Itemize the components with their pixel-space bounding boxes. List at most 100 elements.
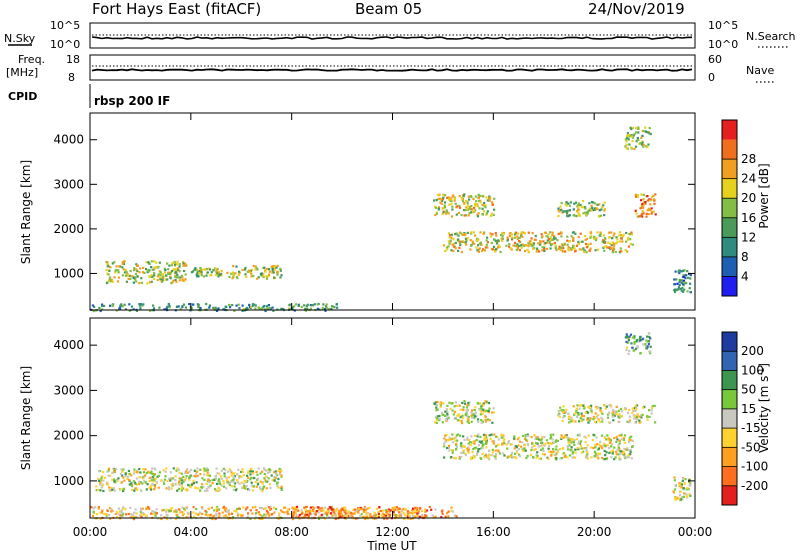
colorbar-tick-label: -200 [741, 479, 768, 493]
cpid-label: CPID [8, 90, 37, 103]
xtick-label: 04:00 [174, 525, 209, 539]
cpid-value: rbsp 200 IF [94, 94, 170, 108]
scatter-cluster-1 [105, 260, 188, 285]
velocity-scatter [90, 332, 692, 521]
ytick-label: 3000 [53, 177, 84, 191]
scatter-cluster-3 [226, 264, 283, 280]
power-colorbar: 4 8 12 16 20 24 28 [721, 119, 756, 297]
scatter-cluster-7 [672, 476, 692, 502]
scatter-cluster-6 [557, 199, 606, 218]
freq-right-label: Nave [746, 64, 774, 77]
scatter-cluster-1 [291, 505, 458, 521]
xtick-label: 20:00 [577, 525, 612, 539]
scatter-cluster-3 [432, 400, 496, 425]
time-axis-label: Time UT [366, 539, 417, 553]
colorbar-tick-label: -100 [741, 460, 768, 474]
scatter-cluster-5 [443, 231, 634, 254]
noise-left-label: N.Sky [4, 32, 36, 45]
noise-right-label: N.Search [746, 30, 796, 43]
velocity-ylabel: Slant Range [km] [19, 366, 33, 470]
ytick-label: 3000 [53, 383, 84, 397]
ytick-label: 2000 [53, 429, 84, 443]
colorbar-swatch [722, 217, 737, 238]
colorbar-swatch [722, 120, 737, 140]
colorbar-frame [721, 331, 738, 506]
colorbar-swatch [722, 237, 737, 257]
scatter-cluster-4 [443, 433, 634, 461]
freq-left-label-1: Freq. [18, 53, 45, 66]
colorbar-swatch [722, 332, 737, 352]
noise-left-tick-bottom: 10^0 [50, 38, 80, 51]
colorbar-tick-label: 12 [741, 230, 756, 244]
scatter-cluster-4 [433, 193, 496, 218]
power-scatter [90, 126, 692, 313]
colorbar-tick-label: 50 [741, 383, 756, 397]
scatter-cluster-6 [624, 332, 652, 355]
scatter-cluster-8 [624, 126, 652, 150]
noise-left-tick-top: 10^5 [50, 19, 80, 32]
noise-right-tick-top: 10^5 [708, 19, 738, 32]
colorbar-swatch [722, 159, 737, 179]
freq-left-tick-top: 18 [66, 53, 80, 66]
date-title: 24/Nov/2019 [588, 0, 685, 18]
noise-right-tick-bottom: 10^0 [708, 38, 738, 51]
colorbar-tick-label: 100 [741, 363, 764, 377]
xtick-label: 08:00 [274, 525, 309, 539]
ytick-label: 1000 [53, 474, 84, 488]
noise-strip-frame [89, 22, 696, 49]
scatter-cluster-0 [90, 302, 339, 313]
xtick-label: 00:00 [678, 525, 713, 539]
colorbar-tick-label: 24 [741, 172, 756, 186]
velocity-axis: 1000 2000 3000 4000 [53, 338, 695, 488]
colorbar-swatch [722, 408, 737, 429]
colorbar-swatch [722, 139, 737, 160]
power-ylabel: Slant Range [km] [19, 160, 33, 264]
colorbar-swatch [722, 370, 737, 390]
colorbar-swatch [722, 485, 737, 505]
scatter-cluster-7 [634, 193, 657, 218]
colorbar-swatch [722, 178, 737, 199]
time-axis: 00:00 04:00 08:00 12:00 16:00 20:00 00:00 [73, 113, 713, 539]
power-axis: 1000 2000 3000 4000 [53, 133, 695, 280]
noise-sky-series [91, 36, 693, 40]
scatter-cluster-2 [95, 467, 283, 493]
scatter-cluster-5 [557, 404, 657, 424]
colorbar-tick-label: 15 [741, 402, 756, 416]
colorbar-swatch [722, 351, 737, 371]
colorbar-tick-label: 200 [741, 344, 764, 358]
colorbar-frame [721, 119, 738, 297]
colorbar-swatch [722, 198, 737, 218]
freq-right-tick-bottom: 0 [708, 71, 715, 84]
colorbar-tick-label: 4 [741, 269, 749, 283]
colorbar-swatch [722, 256, 737, 277]
station-title: Fort Hays East (fitACF) [92, 0, 261, 18]
colorbar-swatch [722, 276, 737, 296]
ytick-label: 2000 [53, 222, 84, 236]
beam-title: Beam 05 [355, 0, 422, 18]
freq-strip-frame [89, 54, 696, 81]
ytick-label: 4000 [53, 338, 84, 352]
colorbar-tick-label: 28 [741, 152, 756, 166]
colorbar-tick-label: 20 [741, 191, 756, 205]
colorbar-swatch [722, 428, 737, 448]
colorbar-tick-label: 8 [741, 250, 749, 264]
colorbar-tick-label: 16 [741, 211, 756, 225]
power-colorbar-label: Power [dB] [757, 163, 771, 228]
freq-right-tick-top: 60 [708, 53, 722, 66]
freq-left-label-2: [MHz] [6, 66, 38, 79]
colorbar-swatch [722, 447, 737, 467]
colorbar-tick-label: -15 [741, 421, 761, 435]
colorbar-swatch [722, 466, 737, 486]
scatter-cluster-2 [190, 266, 223, 278]
colorbar-swatch [722, 389, 737, 409]
velocity-colorbar-label: Velocity [m s-1] [757, 363, 772, 453]
xtick-label: 12:00 [375, 525, 410, 539]
ytick-label: 1000 [53, 266, 84, 280]
freq-series [91, 68, 693, 72]
xtick-label: 00:00 [73, 525, 108, 539]
freq-left-tick-bottom: 8 [68, 71, 75, 84]
velocity-colorbar: 200 100 50 15 -15 -50 -100 -200 [721, 331, 768, 506]
scatter-cluster-9 [673, 269, 692, 294]
colorbar-tick-label: -50 [741, 440, 761, 454]
